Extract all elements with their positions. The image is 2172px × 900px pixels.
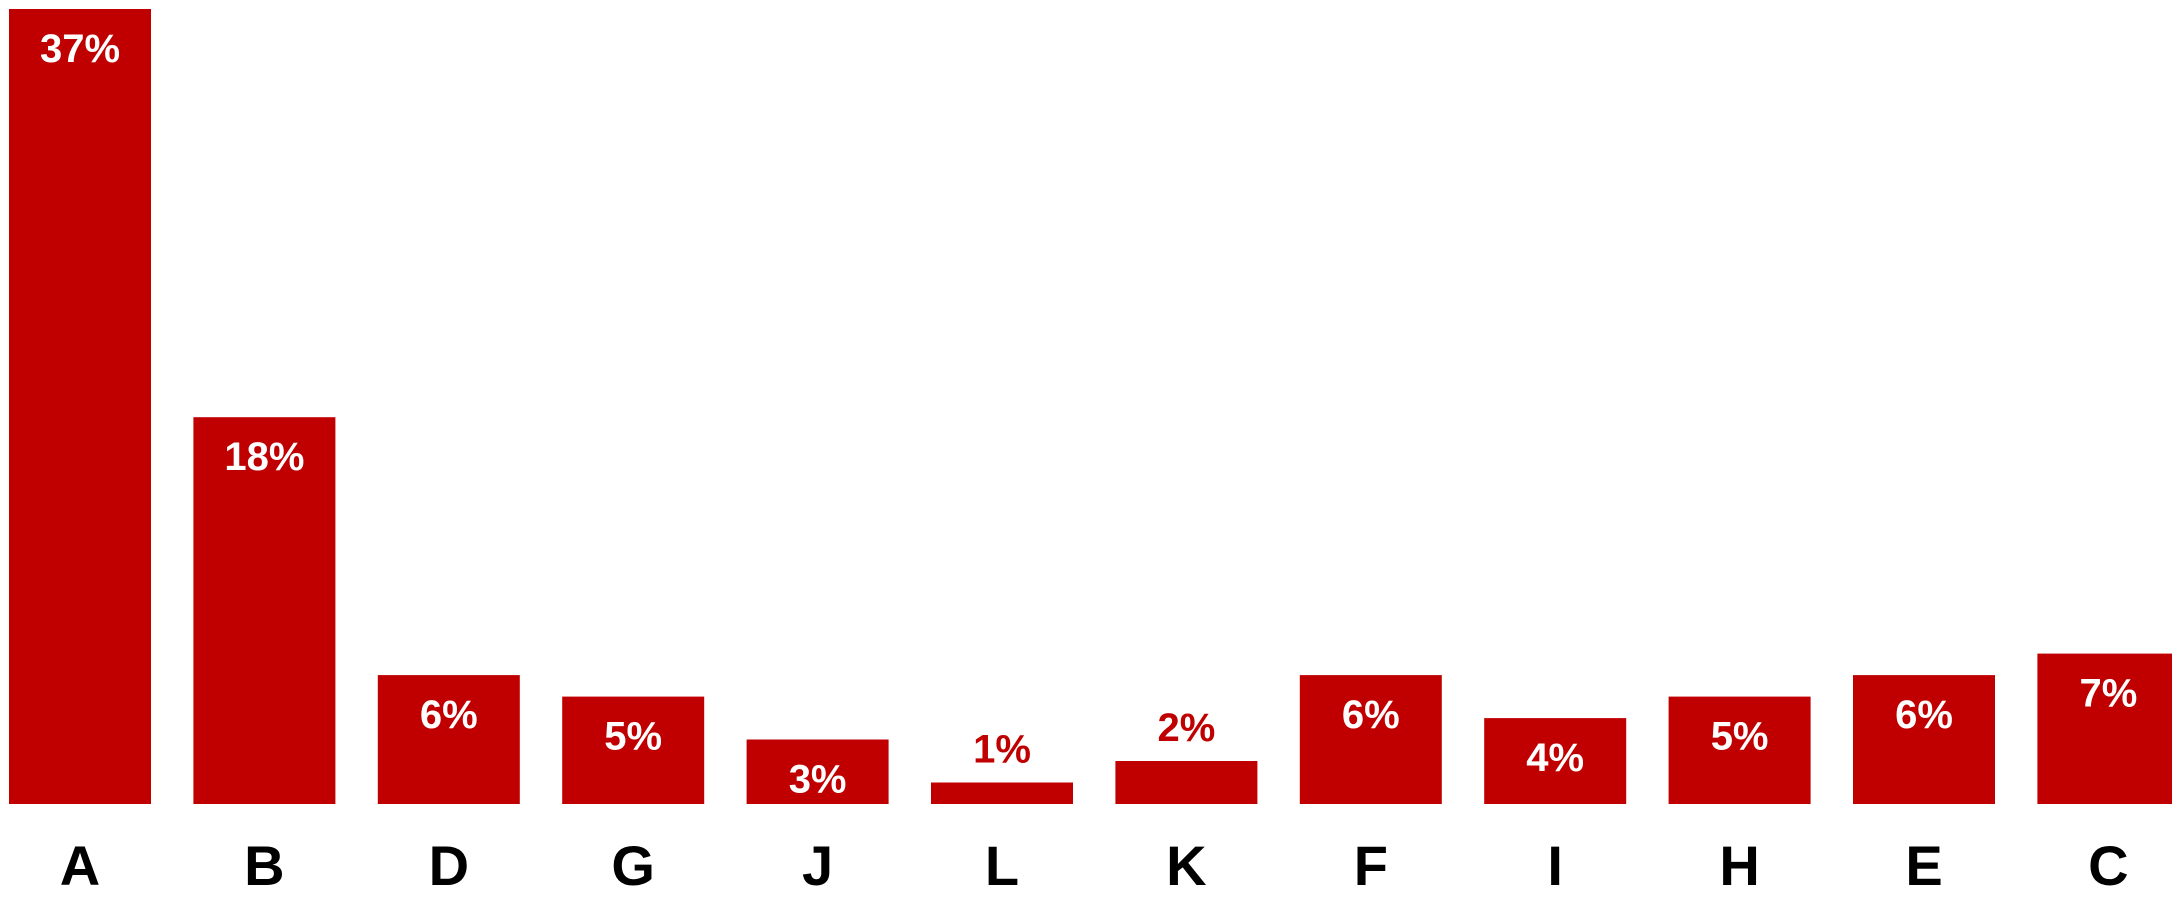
value-label-J: 3% bbox=[789, 758, 847, 802]
value-label-H: 5% bbox=[1711, 715, 1769, 759]
category-label-L: L bbox=[985, 834, 1019, 895]
category-label-B: B bbox=[244, 834, 284, 895]
bar-E bbox=[1853, 675, 1995, 804]
bar-I bbox=[1484, 718, 1627, 804]
bar-B bbox=[193, 417, 336, 804]
bar-F bbox=[1299, 675, 1442, 804]
category-label-J: J bbox=[802, 834, 833, 895]
category-label-D: D bbox=[429, 834, 469, 895]
value-label-E: 6% bbox=[1895, 693, 1953, 737]
bar-D bbox=[377, 675, 520, 804]
value-label-L: 1% bbox=[973, 728, 1031, 772]
value-label-D: 6% bbox=[420, 693, 478, 737]
category-label-H: H bbox=[1719, 834, 1759, 895]
category-label-E: E bbox=[1905, 834, 1942, 895]
category-label-C: C bbox=[2088, 834, 2128, 895]
value-label-B: 18% bbox=[224, 435, 304, 479]
value-label-A: 37% bbox=[40, 27, 120, 71]
bar-L bbox=[931, 782, 1073, 804]
category-label-I: I bbox=[1547, 834, 1563, 895]
bar-C bbox=[2037, 653, 2172, 804]
bar-H bbox=[1668, 696, 1811, 804]
value-label-I: 4% bbox=[1526, 736, 1584, 780]
category-label-G: G bbox=[611, 834, 655, 895]
bar-A bbox=[9, 9, 151, 804]
bar-G bbox=[562, 696, 705, 804]
category-label-K: K bbox=[1166, 834, 1206, 895]
value-label-K: 2% bbox=[1157, 706, 1215, 750]
bar-J bbox=[746, 739, 889, 804]
bars-group bbox=[9, 9, 2172, 804]
value-label-C: 7% bbox=[2079, 672, 2137, 716]
value-label-G: 5% bbox=[604, 715, 662, 759]
bar-K bbox=[1115, 761, 1258, 804]
value-label-F: 6% bbox=[1342, 693, 1400, 737]
category-label-F: F bbox=[1354, 834, 1388, 895]
value-labels-group: 37% 18% 6% 5% 3% 1% 2% 6% 4% 5% 6% 7% bbox=[40, 27, 2137, 802]
category-label-A: A bbox=[60, 834, 100, 895]
